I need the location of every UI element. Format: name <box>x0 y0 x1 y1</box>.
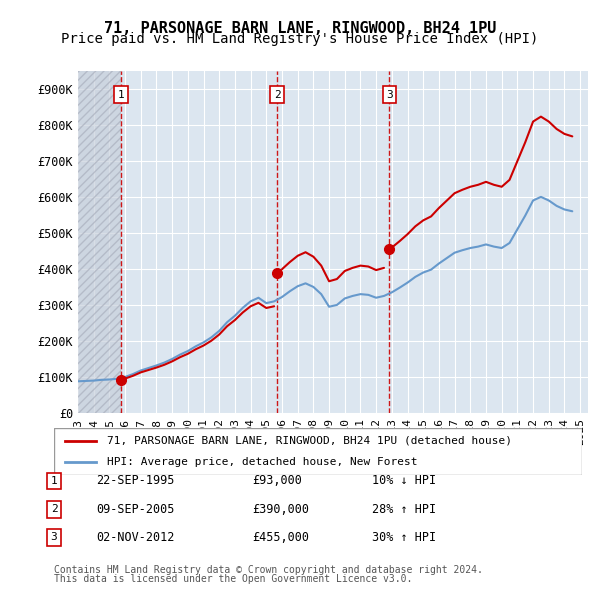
Text: HPI: Average price, detached house, New Forest: HPI: Average price, detached house, New … <box>107 457 418 467</box>
Text: £390,000: £390,000 <box>252 503 309 516</box>
Bar <box>78 71 121 413</box>
Text: 1: 1 <box>118 90 124 100</box>
Text: 22-SEP-1995: 22-SEP-1995 <box>96 474 175 487</box>
Text: 3: 3 <box>50 533 58 542</box>
Text: 09-SEP-2005: 09-SEP-2005 <box>96 503 175 516</box>
Text: 2: 2 <box>274 90 281 100</box>
Text: Contains HM Land Registry data © Crown copyright and database right 2024.: Contains HM Land Registry data © Crown c… <box>54 565 483 575</box>
Text: 28% ↑ HPI: 28% ↑ HPI <box>372 503 436 516</box>
Text: 3: 3 <box>386 90 393 100</box>
Text: 10% ↓ HPI: 10% ↓ HPI <box>372 474 436 487</box>
Text: 02-NOV-2012: 02-NOV-2012 <box>96 531 175 544</box>
FancyBboxPatch shape <box>54 428 582 475</box>
Text: £455,000: £455,000 <box>252 531 309 544</box>
Text: This data is licensed under the Open Government Licence v3.0.: This data is licensed under the Open Gov… <box>54 574 412 584</box>
Text: 71, PARSONAGE BARN LANE, RINGWOOD, BH24 1PU: 71, PARSONAGE BARN LANE, RINGWOOD, BH24 … <box>104 21 496 35</box>
Text: 71, PARSONAGE BARN LANE, RINGWOOD, BH24 1PU (detached house): 71, PARSONAGE BARN LANE, RINGWOOD, BH24 … <box>107 436 512 446</box>
Text: 30% ↑ HPI: 30% ↑ HPI <box>372 531 436 544</box>
Text: £93,000: £93,000 <box>252 474 302 487</box>
Text: 2: 2 <box>50 504 58 514</box>
Text: Price paid vs. HM Land Registry's House Price Index (HPI): Price paid vs. HM Land Registry's House … <box>61 32 539 47</box>
Text: 1: 1 <box>50 476 58 486</box>
